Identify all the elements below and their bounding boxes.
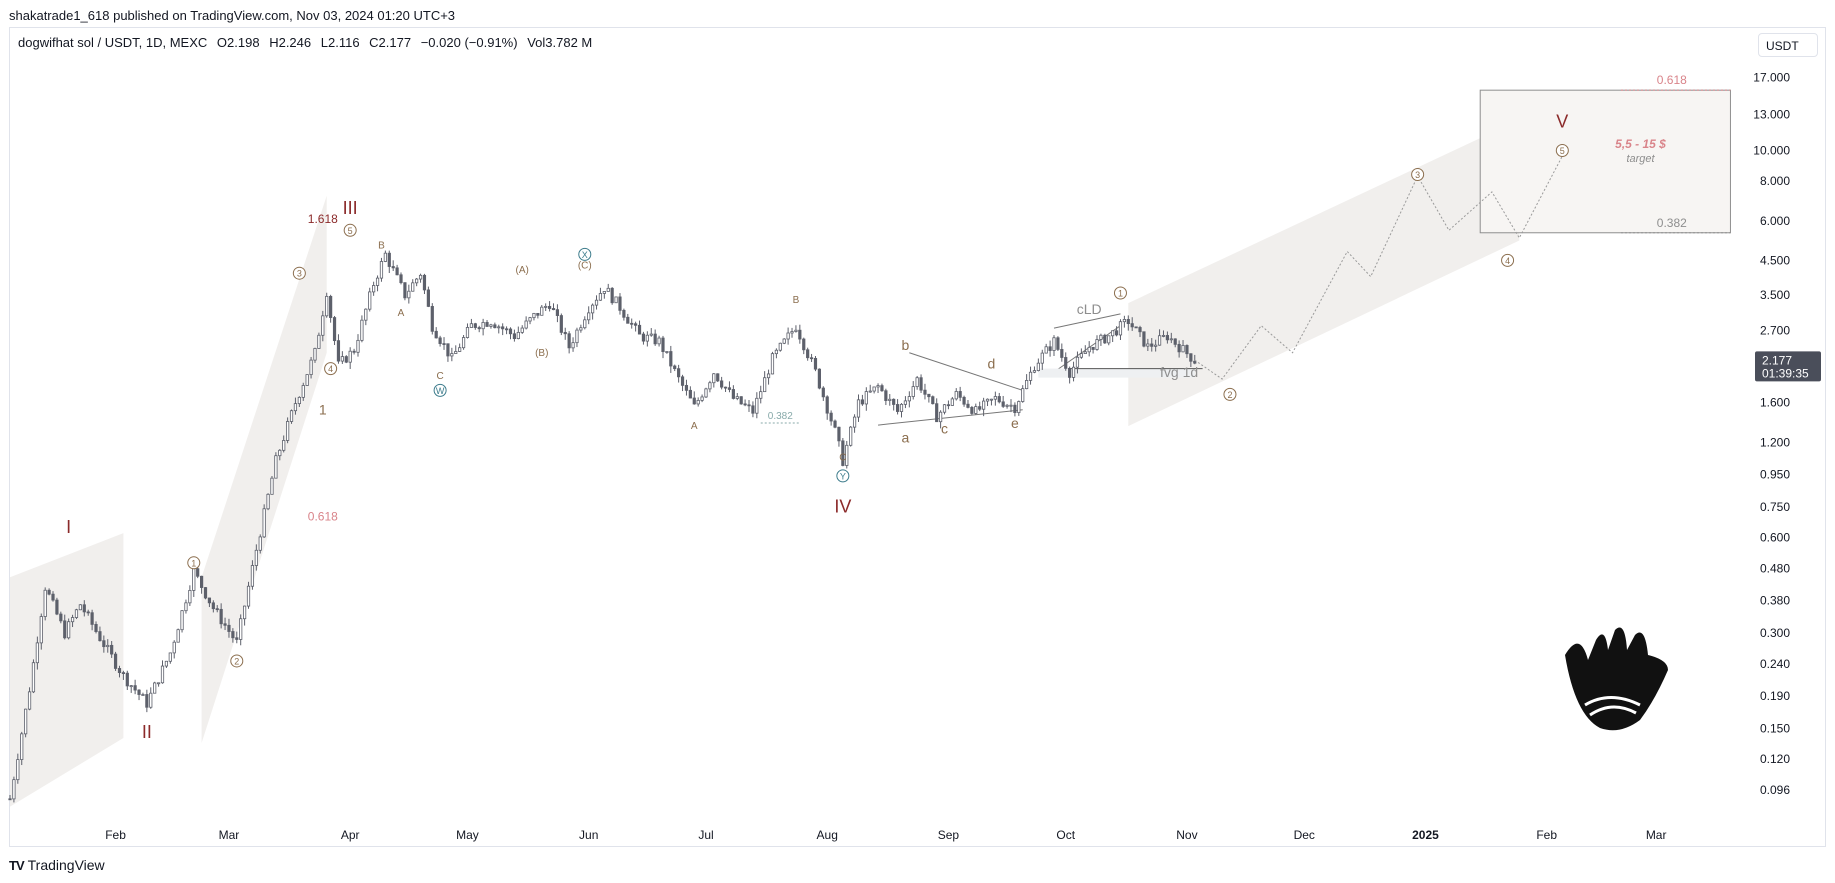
symbol-legend: dogwifhat sol / USDT, 1D, MEXC O2.198 H2… bbox=[18, 35, 598, 50]
footer: TV TradingView bbox=[9, 857, 105, 873]
legend-change: −0.020 (−0.91%) bbox=[420, 35, 518, 50]
legend-volume: Vol3.782 M bbox=[527, 35, 593, 50]
footer-brand[interactable]: TradingView bbox=[27, 857, 105, 873]
legend-symbol[interactable]: dogwifhat sol / USDT, 1D, MEXC bbox=[18, 35, 208, 50]
legend-low: L2.116 bbox=[320, 35, 360, 50]
tradingview-logo-icon[interactable]: TV bbox=[9, 857, 25, 873]
legend-open: O2.198 bbox=[216, 35, 260, 50]
chart-frame[interactable] bbox=[9, 27, 1826, 847]
legend-high: H2.246 bbox=[269, 35, 312, 50]
legend-close: C2.177 bbox=[369, 35, 412, 50]
publisher-line: shakatrade1_618 published on TradingView… bbox=[9, 8, 456, 23]
currency-button[interactable]: USDT bbox=[1758, 33, 1818, 57]
